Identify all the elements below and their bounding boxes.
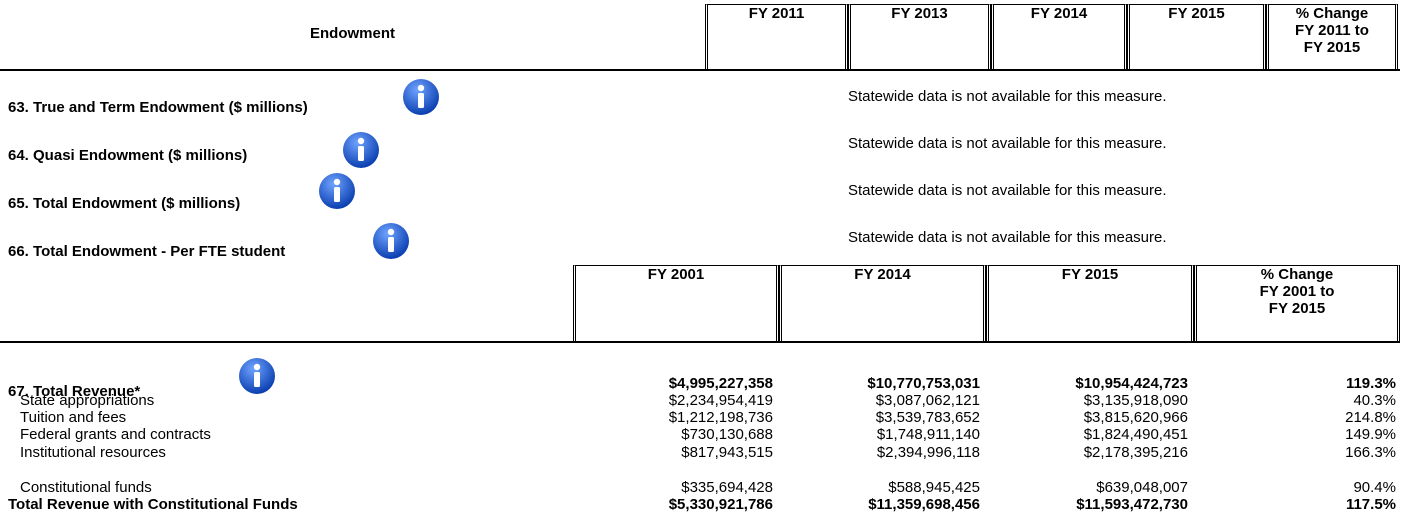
cell-value: 214.8% — [1345, 409, 1396, 426]
cell-value: 149.9% — [1345, 426, 1396, 443]
cell-value: $5,330,921,786 — [668, 496, 773, 513]
cell-value: $1,212,198,736 — [668, 409, 773, 426]
info-icon[interactable] — [342, 131, 380, 169]
row-label: 64. Quasi Endowment ($ millions) — [8, 147, 248, 164]
cell-value: $639,048,007 — [1096, 479, 1188, 496]
column-header: FY 2001 — [573, 265, 779, 341]
cell-value: $817,943,515 — [681, 444, 773, 461]
row-label: 66. Total Endowment - Per FTE student — [8, 243, 286, 260]
row-label: 63. True and Term Endowment ($ millions) — [8, 99, 308, 116]
column-header: FY 2014 — [779, 265, 986, 341]
cell-value: $3,539,783,652 — [875, 409, 980, 426]
cell-value: 90.4% — [1353, 479, 1396, 496]
column-header: FY 2015 — [1127, 4, 1266, 70]
cell-value: $1,748,911,140 — [876, 426, 980, 443]
row-label: 65. Total Endowment ($ millions) — [8, 195, 241, 212]
info-icon[interactable] — [402, 78, 440, 116]
header-line: FY 2013 — [891, 5, 948, 22]
header-line: FY 2015 — [1268, 300, 1326, 317]
column-header: % Change FY 2001 to FY 2015 — [1194, 265, 1400, 341]
cell-value: $11,359,698,456 — [868, 496, 980, 513]
header-line: FY 2011 to — [1295, 22, 1369, 39]
info-icon[interactable] — [318, 172, 356, 210]
row-label: State appropriations — [20, 392, 155, 409]
header-line: FY 2001 — [647, 266, 705, 283]
row-label: Institutional resources — [20, 444, 166, 461]
header-line: % Change — [1295, 5, 1369, 22]
cell-value: $335,694,428 — [681, 479, 773, 496]
row-note: Statewide data is not available for this… — [848, 182, 1167, 199]
cell-value: $4,995,227,358 — [668, 375, 773, 392]
cell-value: $2,234,954,419 — [668, 392, 773, 409]
header-line: FY 2001 to — [1259, 283, 1335, 300]
row-label: 67. Total Revenue* — [8, 383, 141, 400]
cell-value: $730,130,688 — [681, 426, 773, 443]
header-line: FY 2015 — [1168, 5, 1225, 22]
row-label: Federal grants and contracts — [20, 426, 211, 443]
cell-value: $2,178,395,216 — [1083, 444, 1188, 461]
row-note: Statewide data is not available for this… — [848, 88, 1167, 105]
column-header: % Change FY 2011 to FY 2015 — [1266, 4, 1398, 70]
header-line: % Change — [1260, 266, 1334, 283]
row-label: Constitutional funds — [20, 479, 152, 496]
table-title: Endowment — [310, 25, 395, 42]
column-header: FY 2013 — [848, 4, 991, 70]
row-note: Statewide data is not available for this… — [848, 229, 1167, 246]
row-label: Total Revenue with Constitutional Funds — [8, 496, 298, 513]
cell-value: 119.3% — [1345, 375, 1396, 392]
cell-value: $588,945,425 — [888, 479, 980, 496]
cell-value: $10,954,424,723 — [1075, 375, 1188, 392]
header-line: FY 2014 — [1030, 5, 1088, 22]
cell-value: 40.3% — [1353, 392, 1396, 409]
header-line: FY 2015 — [1303, 39, 1361, 56]
header-rule — [0, 69, 1400, 71]
cell-value: $3,087,062,121 — [875, 392, 980, 409]
column-header: FY 2014 — [991, 4, 1127, 70]
header-line: FY 2015 — [1061, 266, 1119, 283]
info-icon[interactable] — [372, 222, 410, 260]
row-label: Tuition and fees — [20, 409, 127, 426]
column-header: FY 2011 — [705, 4, 848, 70]
cell-value: $10,770,753,031 — [867, 375, 980, 392]
cell-value: $1,824,490,451 — [1083, 426, 1188, 443]
header-line: FY 2011 — [748, 5, 805, 22]
cell-value: $3,815,620,966 — [1083, 409, 1188, 426]
cell-value: $2,394,996,118 — [876, 444, 980, 461]
info-icon[interactable] — [238, 357, 276, 395]
header-line: FY 2014 — [854, 266, 911, 283]
cell-value: 166.3% — [1345, 444, 1396, 461]
cell-value: 117.5% — [1345, 496, 1396, 513]
cell-value: $3,135,918,090 — [1083, 392, 1188, 409]
cell-value: $11,593,472,730 — [1076, 496, 1188, 513]
column-header: FY 2015 — [986, 265, 1194, 341]
header-rule — [0, 341, 1400, 343]
row-note: Statewide data is not available for this… — [848, 135, 1167, 152]
